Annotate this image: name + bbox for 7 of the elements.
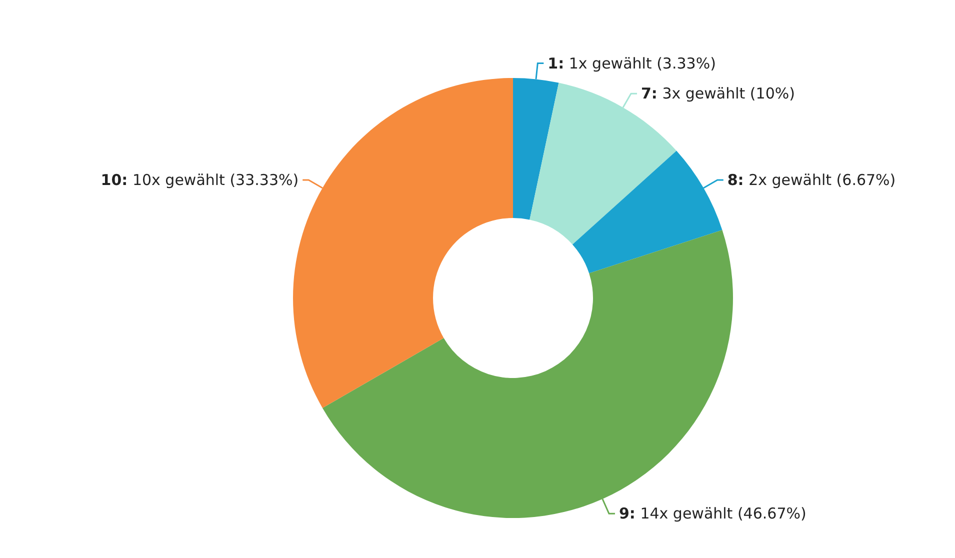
slice-label: 1: 1x gewählt (3.33%) bbox=[548, 54, 716, 72]
slice-label: 10: 10x gewählt (33.33%) bbox=[100, 171, 299, 189]
donut-slice bbox=[513, 78, 559, 220]
donut-slice bbox=[572, 150, 722, 274]
slice-label: 7: 3x gewählt (10%) bbox=[641, 84, 795, 103]
slice-label: 8: 2x gewählt (6.67%) bbox=[727, 171, 896, 189]
slice-label: 9: 14x gewählt (46.67%) bbox=[618, 504, 806, 523]
